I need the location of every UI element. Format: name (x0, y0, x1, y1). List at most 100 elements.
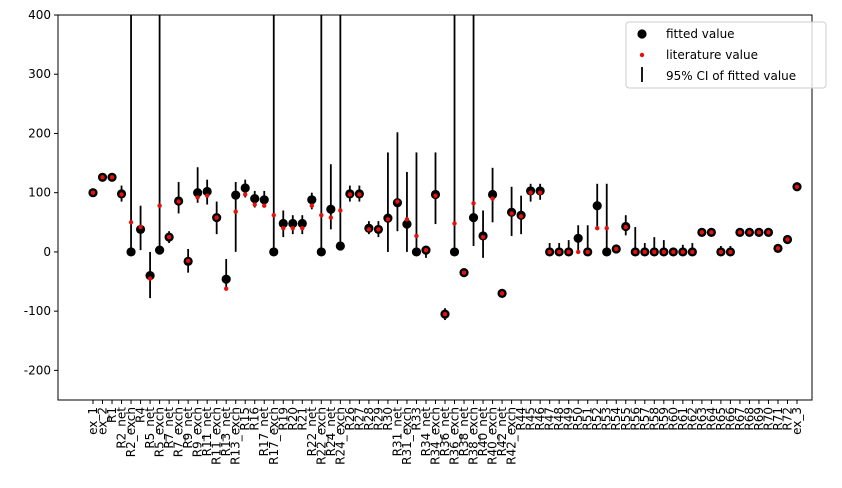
literature-point (147, 276, 153, 281)
literature-point (376, 227, 381, 232)
fitted-point (193, 188, 203, 198)
x-tick-label: R45 (524, 407, 538, 431)
x-tick-label: R46 (533, 407, 547, 431)
literature-point (699, 230, 705, 235)
literature-point (728, 249, 733, 255)
literature-point (575, 249, 581, 255)
x-tick-label: R9_net (181, 407, 195, 449)
x-tick-label: R47 (543, 407, 557, 431)
literature-point (623, 224, 628, 230)
x-tick-label: R15 (238, 407, 252, 431)
literature-point (338, 208, 343, 213)
literature-point (385, 217, 391, 222)
x-tick-label: R68 (742, 407, 756, 431)
y-tick-label: 100 (28, 186, 51, 200)
literature-point (509, 211, 514, 216)
literature-point (747, 230, 752, 235)
fitted-point (402, 219, 412, 229)
fitted-point (202, 186, 212, 197)
literature-point (547, 249, 552, 255)
x-tick-label: R34_exch (428, 407, 442, 465)
x-tick-label: R5_exch (153, 407, 167, 457)
fitted-point (449, 247, 460, 257)
x-tick-label: R31_net (390, 407, 404, 457)
literature-point (300, 226, 305, 231)
x-tick-label: R66 (723, 407, 737, 431)
x-tick-label: R11_exch (210, 407, 224, 465)
literature-point (595, 226, 600, 231)
x-tick-label: R51 (581, 407, 595, 431)
fitted-point (573, 233, 583, 243)
literature-point (119, 192, 124, 197)
x-tick-label: R65 (714, 407, 728, 431)
fitted-point (297, 218, 307, 229)
fitted-point (307, 195, 317, 205)
x-tick-label: R30 (381, 407, 395, 431)
fitted-point (316, 247, 326, 257)
literature-point (319, 213, 324, 218)
literature-point (709, 230, 714, 235)
literature-point (471, 201, 476, 206)
x-tick-label: R71 (771, 407, 785, 431)
x-tick-label: R17_exch (267, 407, 281, 465)
x-tick-label: R38_exch (467, 407, 481, 465)
fitted-point (145, 271, 155, 281)
x-tick-label: R55 (619, 407, 633, 431)
literature-point (794, 184, 800, 189)
literature-point (499, 291, 505, 296)
literature-point (233, 209, 238, 214)
literature-point (138, 224, 143, 230)
x-tick-label: R31_exch (400, 407, 414, 465)
literature-point (100, 175, 105, 180)
literature-point (109, 175, 115, 180)
fitted-point (154, 245, 165, 255)
literature-point (414, 233, 419, 239)
x-tick-label: R60 (666, 407, 680, 431)
x-tick-label: R5_net (143, 407, 157, 449)
literature-point (195, 195, 200, 200)
literature-point (680, 249, 686, 255)
literature-point (604, 226, 609, 231)
literature-point (452, 221, 457, 226)
x-tick-label: R62 (685, 407, 699, 431)
x-tick-label: ex_2 (96, 407, 110, 435)
x-tick-label: R48 (552, 407, 566, 431)
fitted-point (126, 247, 136, 257)
fitted-point (250, 194, 260, 204)
legend-marker (639, 52, 645, 58)
literature-point (185, 258, 191, 264)
x-tick-label: ex_3 (790, 407, 804, 435)
x-tick-label: R29 (371, 407, 385, 431)
literature-point (366, 227, 372, 232)
literature-point (395, 199, 400, 204)
legend-label: literature value (666, 48, 758, 62)
literature-point (223, 286, 229, 291)
x-tick-label: R42_exch (505, 407, 519, 465)
x-tick-label: R50 (571, 407, 585, 431)
literature-point (309, 203, 315, 208)
literature-point (528, 190, 533, 195)
literature-point (642, 249, 647, 255)
literature-point (566, 249, 571, 255)
literature-point (785, 237, 790, 242)
literature-point (328, 215, 334, 220)
literature-point (671, 249, 676, 255)
x-tick-label: R27 (352, 407, 366, 431)
literature-point (442, 311, 448, 317)
y-tick-label: 400 (28, 8, 51, 22)
literature-point (737, 230, 743, 235)
fitted-point (240, 183, 250, 193)
fitted-point (411, 247, 422, 257)
x-tick-label: ex_1 (86, 407, 100, 435)
x-tick-label: R40_net (476, 407, 490, 457)
x-tick-label: R17_net (257, 407, 271, 457)
legend-label: 95% CI of fitted value (666, 69, 796, 83)
literature-point (433, 193, 438, 198)
fitted-point (468, 212, 479, 223)
literature-point (614, 246, 619, 252)
x-tick-label: R11_net (200, 407, 214, 457)
literature-point (718, 249, 724, 255)
x-tick-label: R67 (733, 407, 747, 431)
plot-area (88, 15, 802, 321)
